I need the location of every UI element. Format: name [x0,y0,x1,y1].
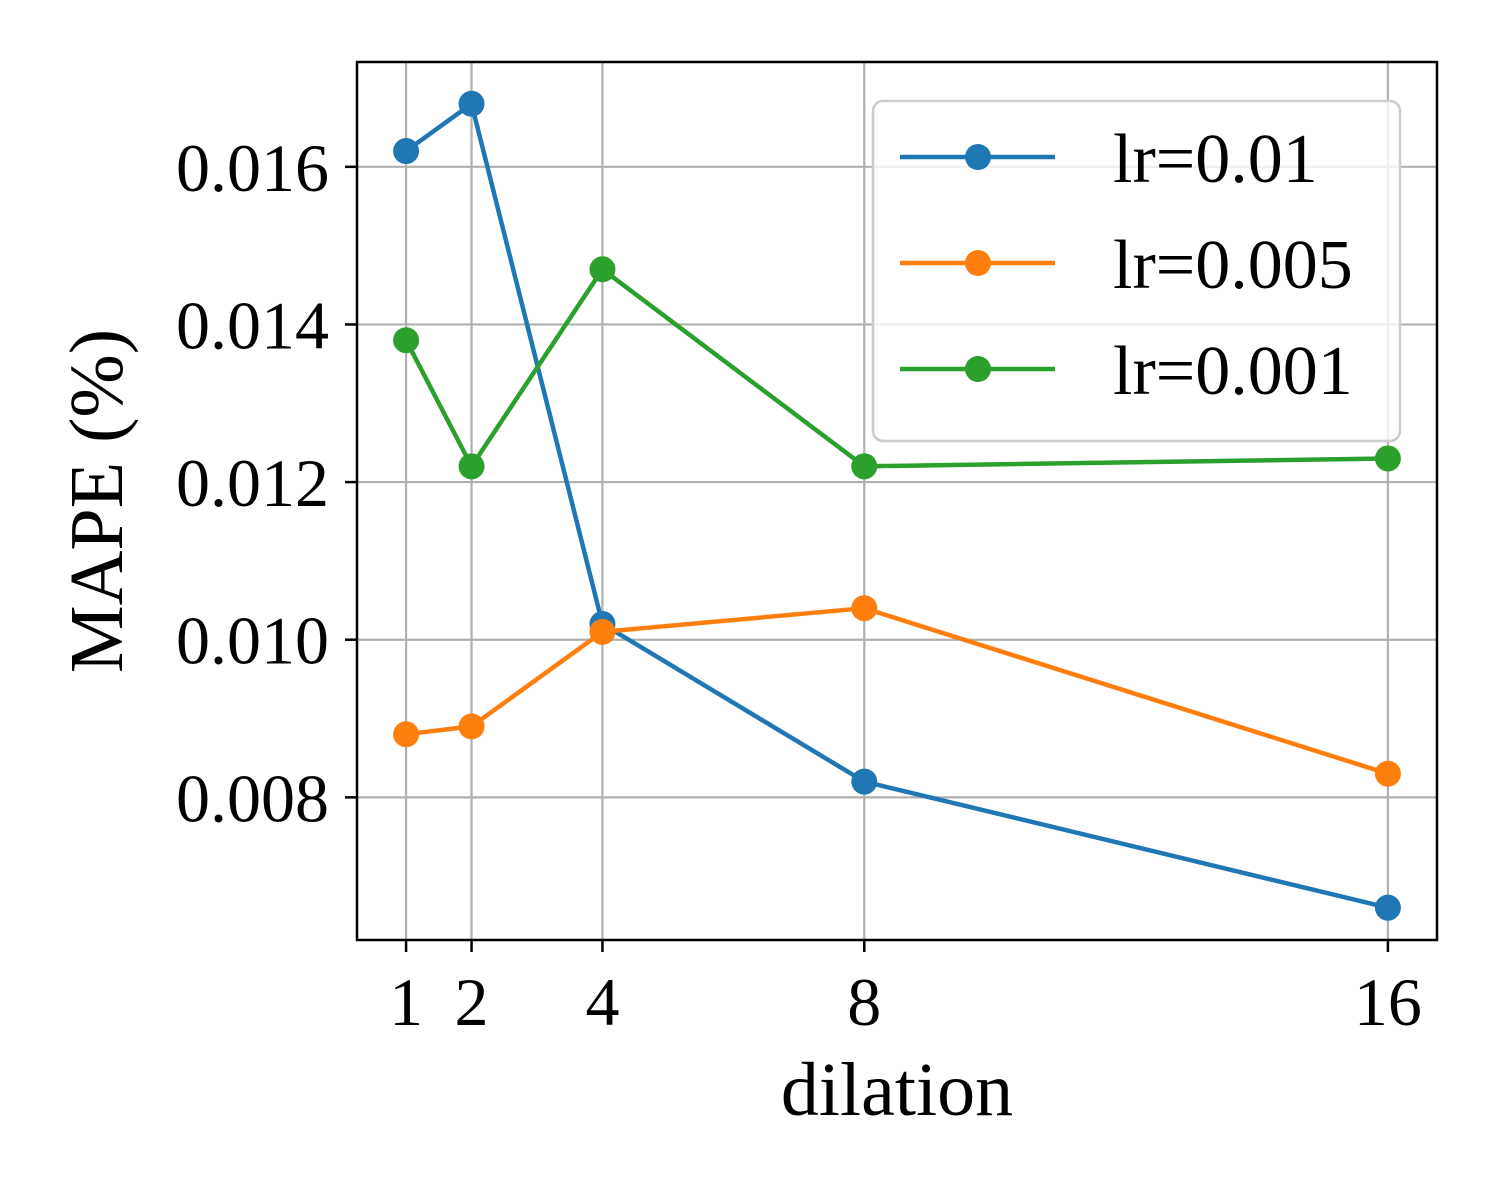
legend-label: lr=0.001 [1113,333,1353,410]
data-point [851,768,878,795]
legend-label: lr=0.01 [1113,121,1318,198]
data-point [851,595,878,622]
data-point [458,90,485,117]
x-tick-label: 1 [389,964,423,1040]
legend: lr=0.01 lr=0.005 lr=0.001 [871,99,1402,443]
y-axis-ticks: 0.008 0.010 0.012 0.014 0.016 [176,130,357,836]
data-point [1374,894,1401,921]
data-point [393,721,420,748]
y-tick-label: 0.012 [176,445,329,521]
x-axis-label: dilation [781,1048,1013,1132]
data-point [589,256,616,283]
legend-marker [965,250,991,276]
plot-frame [355,60,1439,942]
data-point [458,453,485,480]
legend-label: lr=0.005 [1113,227,1353,304]
data-point [393,138,420,165]
x-tick-label: 2 [455,964,489,1040]
legend-marker [965,356,991,382]
series-layer [393,90,1401,921]
data-point [589,618,616,645]
x-tick-label: 16 [1354,964,1422,1040]
y-tick-label: 0.014 [176,287,329,363]
y-tick-label: 0.010 [176,603,329,679]
data-point [851,453,878,480]
data-point [1374,445,1401,472]
legend-marker [965,144,991,170]
x-axis-ticks: 1 2 4 8 16 [389,940,1422,1040]
data-point [393,327,420,354]
y-axis-label: MAPE (%) [55,329,139,673]
legend-box [871,99,1402,443]
data-point [458,713,485,740]
y-tick-label: 0.016 [176,130,329,206]
x-tick-label: 8 [847,964,881,1040]
y-tick-label: 0.008 [176,760,329,836]
data-point [1374,760,1401,787]
x-tick-label: 4 [585,964,619,1040]
